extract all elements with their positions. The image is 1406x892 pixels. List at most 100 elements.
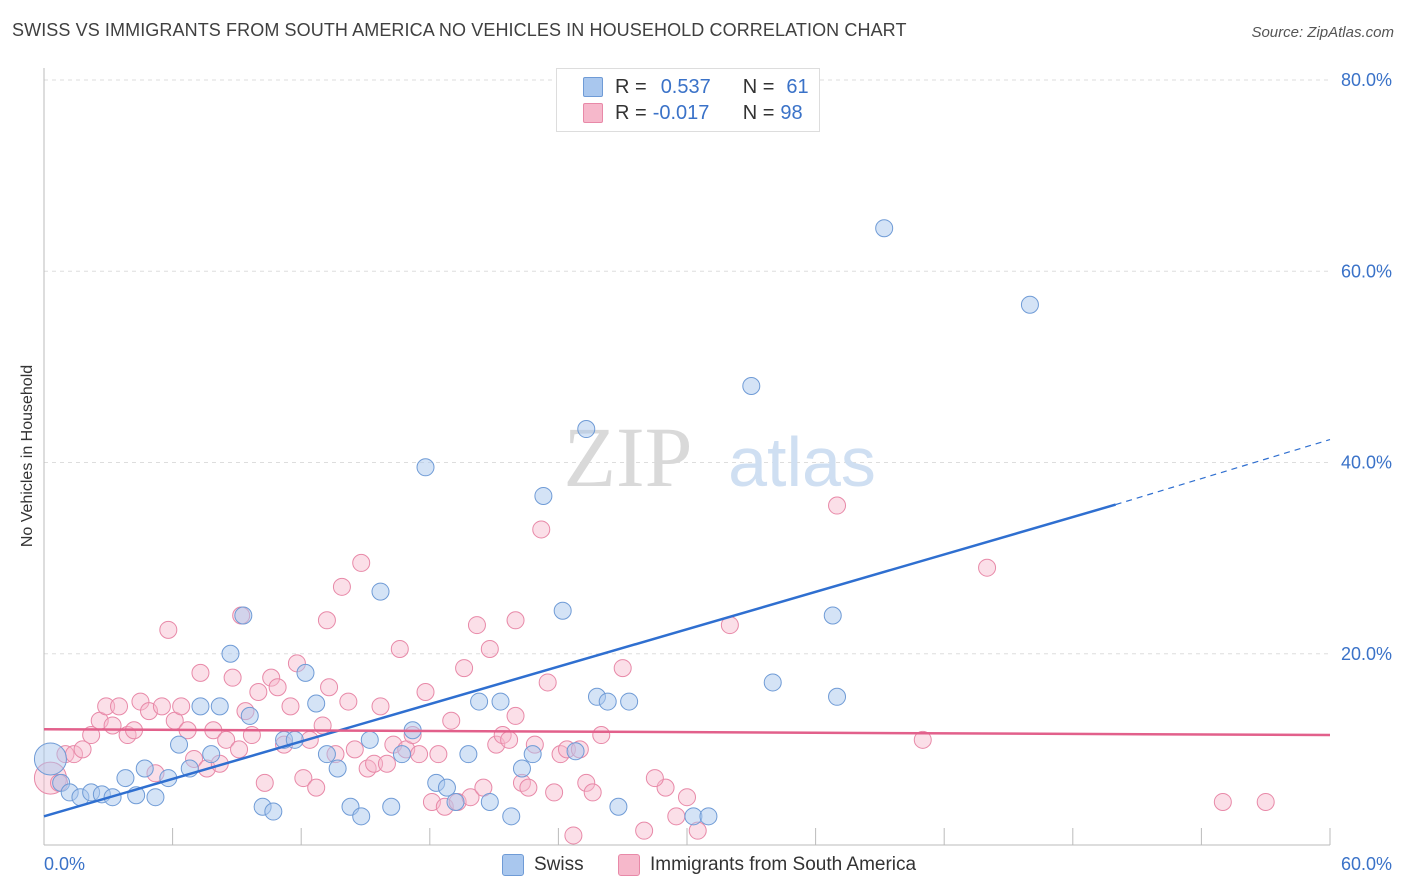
immigrants-point (332, 577, 351, 596)
stats-row-swiss: R = 0.537 N = 61 (583, 75, 809, 99)
swiss-point (875, 219, 894, 238)
immigrants-point (249, 683, 268, 701)
swiss-point (491, 692, 510, 711)
swiss-point (620, 692, 639, 711)
immigrants-point (345, 740, 364, 759)
swiss-point (534, 486, 553, 505)
immigrants-point (172, 697, 191, 716)
swiss-point (470, 692, 489, 711)
swiss-point (828, 687, 847, 706)
swiss-point (307, 694, 326, 713)
immigrants-point (913, 730, 932, 749)
stats-legend: R = 0.537 N = 61 R = -0.017 N = 98 (556, 68, 820, 132)
swiss-points (33, 219, 1039, 826)
immigrants-point (667, 807, 686, 826)
swiss-swatch (583, 77, 603, 97)
immigrants-point (294, 769, 313, 788)
immigrants-point (1213, 792, 1232, 811)
swiss-point (480, 792, 499, 811)
immigrants-point (500, 730, 519, 749)
swiss-point (135, 759, 154, 778)
tick-labels: 20.0% 40.0% 60.0% 80.0% 0.0% 60.0% (44, 70, 1392, 874)
legend-swatch-swiss (502, 854, 524, 876)
immigrants-point (532, 520, 551, 539)
immigrants-point (390, 639, 409, 658)
swiss-point (33, 742, 67, 776)
immigrants-point (230, 740, 249, 759)
swiss-point (523, 745, 542, 764)
immigrants-point (339, 692, 358, 711)
swiss-point (360, 730, 379, 749)
immigrants-point (467, 616, 486, 635)
immigrants-point (352, 553, 371, 572)
immigrants-point (506, 706, 525, 725)
immigrants-point (365, 754, 384, 773)
swiss-point (317, 745, 336, 764)
swiss-n-value: 61 (786, 75, 809, 98)
immigrants-n-label: N = (742, 101, 775, 124)
chart-title: SWISS VS IMMIGRANTS FROM SOUTH AMERICA N… (12, 20, 907, 40)
y-tick-label: 80.0% (1341, 70, 1392, 90)
immigrants-point (110, 697, 129, 716)
swiss-point (502, 807, 521, 826)
y-tick-label: 40.0% (1341, 453, 1392, 473)
swiss-point (446, 792, 465, 811)
swiss-point (1020, 295, 1039, 314)
immigrants-point (416, 683, 435, 701)
swiss-trend-line (43, 503, 1117, 818)
immigrants-point (317, 611, 336, 630)
immigrants-point (564, 826, 583, 845)
immigrants-point (1256, 792, 1275, 811)
immigrants-point (429, 745, 448, 764)
immigrants-point (82, 726, 101, 745)
swiss-point (382, 797, 401, 816)
watermark-atlas: atlas (728, 423, 876, 501)
immigrants-point (159, 620, 178, 639)
immigrants-trend-line (43, 728, 1331, 737)
immigrants-point (545, 783, 564, 802)
immigrants-point (410, 745, 429, 764)
immigrants-point (97, 697, 116, 716)
swiss-point (352, 807, 371, 826)
immigrants-point (577, 773, 596, 792)
y-tick-label: 60.0% (1341, 261, 1392, 281)
swiss-point (459, 745, 478, 764)
legend-item-immigrants: Immigrants from South America (618, 852, 916, 878)
y-tick-label: 20.0% (1341, 644, 1392, 664)
immigrants-point (268, 678, 287, 697)
immigrants-r-label: R = (615, 101, 647, 124)
immigrants-point (519, 778, 538, 797)
immigrants-point (281, 697, 300, 716)
immigrants-point (592, 726, 611, 745)
immigrants-point (635, 821, 654, 840)
swiss-point (146, 788, 165, 807)
immigrants-point (613, 659, 632, 678)
swiss-point (221, 644, 240, 663)
immigrants-point (583, 783, 602, 802)
swiss-point (202, 745, 221, 764)
swiss-point (371, 582, 390, 601)
immigrants-r-value: -0.017 (652, 101, 710, 124)
source-credit: Source: ZipAtlas.com (1251, 24, 1394, 41)
swiss-point (684, 807, 703, 826)
immigrants-point (307, 778, 326, 797)
immigrants-swatch (583, 103, 603, 123)
immigrants-point (978, 558, 997, 577)
swiss-point (823, 606, 842, 625)
immigrants-point (191, 663, 210, 682)
legend-label-immigrants: Immigrants from South America (650, 854, 917, 875)
swiss-point (577, 420, 596, 439)
swiss-point (116, 769, 135, 788)
immigrants-point (103, 716, 122, 735)
axes (43, 68, 1331, 846)
immigrants-point (506, 611, 525, 630)
immigrants-point (442, 711, 461, 730)
swiss-point (234, 606, 253, 625)
immigrants-point (371, 697, 390, 716)
x-tick-label: 60.0% (1341, 854, 1392, 874)
swiss-n-label: N = (742, 75, 775, 98)
immigrants-point (480, 639, 499, 658)
swiss-point (598, 692, 617, 711)
swiss-point (512, 759, 531, 778)
